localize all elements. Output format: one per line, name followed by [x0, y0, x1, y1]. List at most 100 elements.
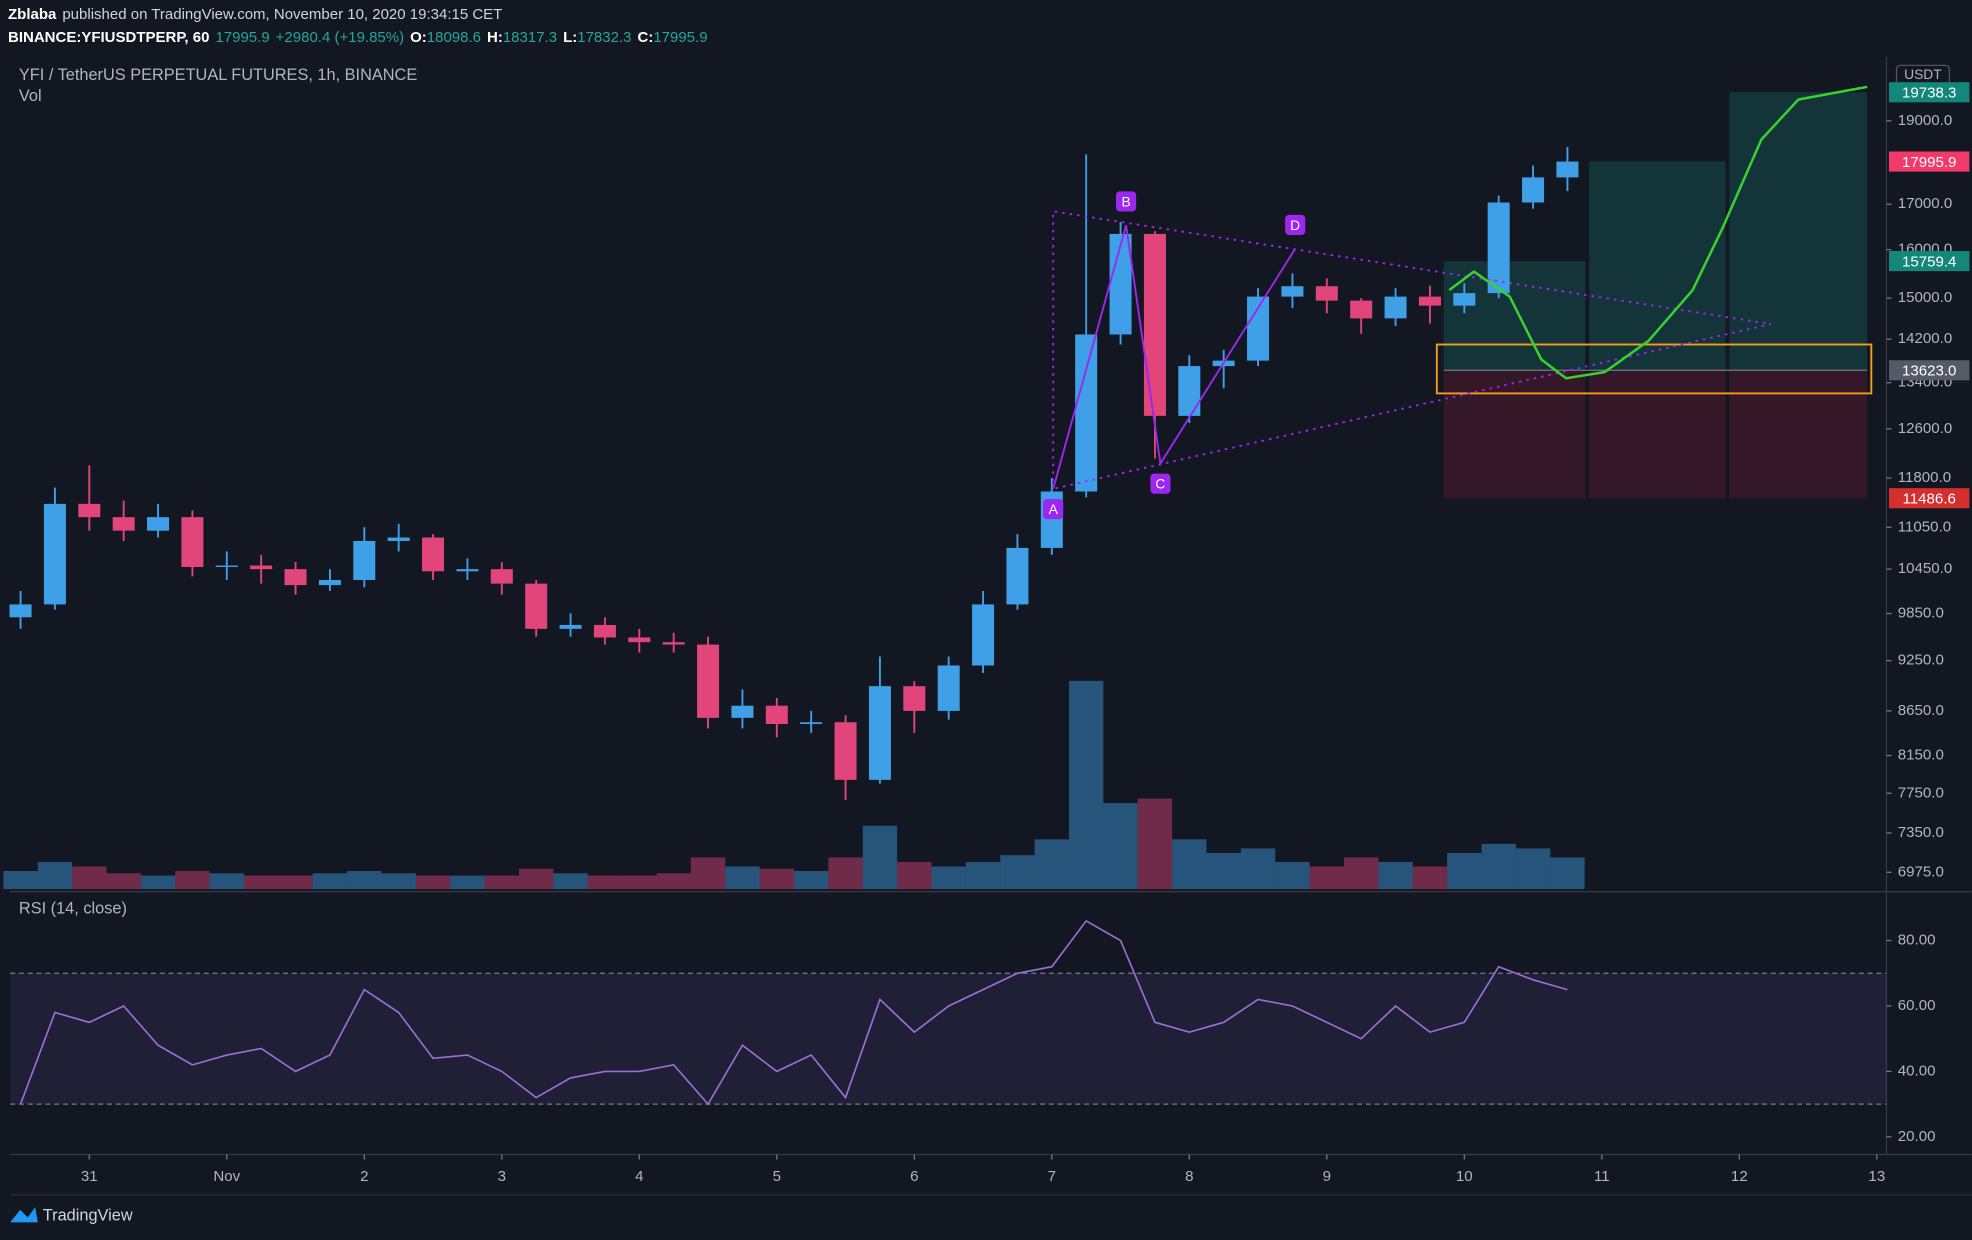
- x-tick-label: 11: [1594, 1168, 1610, 1185]
- y-tick-label: 7750.0: [1898, 784, 1944, 801]
- candle-body: [765, 705, 788, 725]
- price-label: 19738.3: [1902, 85, 1957, 102]
- volume-bar: [1275, 861, 1310, 890]
- ohlc-item: H:18317.3: [487, 29, 557, 46]
- volume-bar: [140, 875, 176, 890]
- volume-bar: [862, 825, 898, 890]
- candle-body: [1006, 547, 1029, 605]
- volume-label: Vol: [19, 87, 42, 105]
- rsi-line: [19, 919, 1568, 1106]
- volume-bar: [656, 873, 691, 890]
- volume-bar: [759, 868, 794, 890]
- candle-body: [868, 686, 891, 780]
- price-label-box: [1888, 360, 1970, 381]
- candle-body: [628, 637, 651, 643]
- rsi-tick-label: 60.00: [1898, 997, 1936, 1014]
- candle-body: [1522, 177, 1545, 203]
- x-tick-label: 8: [1185, 1168, 1193, 1185]
- x-tick-label: 12: [1731, 1168, 1748, 1185]
- price-label: 15759.4: [1902, 253, 1957, 270]
- volume-bar: [312, 873, 348, 890]
- y-tick-label: 9250.0: [1898, 652, 1944, 669]
- volume-bar: [965, 861, 1001, 890]
- price-label-box: [1888, 488, 1970, 509]
- rsi-tick-label: 40.00: [1898, 1062, 1936, 1079]
- y-tick-label: 17000.0: [1898, 195, 1953, 212]
- x-tick-label: 31: [81, 1168, 98, 1185]
- candle-body: [834, 722, 857, 780]
- header-line-2: BINANCE:YFIUSDTPERP, 60 17995.9 +2980.4 …: [8, 29, 708, 46]
- header-line-1: Zblaba published on TradingView.com, Nov…: [8, 6, 502, 23]
- candle-body: [284, 569, 307, 586]
- y-tick-label: 11800.0: [1898, 469, 1951, 486]
- pattern-label: C: [1155, 476, 1165, 492]
- volume-bar: [72, 866, 107, 890]
- rsi-tick-label: 80.00: [1898, 932, 1936, 949]
- candle-body: [1109, 233, 1132, 335]
- x-tick-label: 4: [635, 1168, 643, 1185]
- volume-bar: [278, 875, 313, 890]
- candle-body: [525, 583, 548, 629]
- volume-bar: [1412, 866, 1448, 890]
- candle-body: [9, 604, 32, 618]
- pattern-line: [1052, 225, 1296, 490]
- volume-bar: [37, 861, 73, 890]
- candle-body: [387, 537, 410, 541]
- volume-bar: [1515, 848, 1551, 890]
- candle-body: [1315, 286, 1338, 301]
- volume-bar: [175, 871, 210, 890]
- ohlc-value: 17832.3: [577, 29, 632, 46]
- candle-body: [1556, 161, 1579, 178]
- volume-bar: [587, 875, 623, 890]
- volume-bar: [1068, 680, 1104, 890]
- volume-bar: [1344, 857, 1379, 890]
- profit-zone: [1729, 92, 1868, 371]
- ohlc-item: C:17995.9: [637, 29, 707, 46]
- loss-zone: [1729, 370, 1868, 499]
- brand: TradingView: [43, 1206, 133, 1224]
- symbol: BINANCE:YFIUSDTPERP, 60: [8, 29, 210, 46]
- volume-bar: [1240, 848, 1276, 890]
- volume-bar: [1137, 798, 1173, 890]
- candle-body: [937, 665, 960, 711]
- price-label: 13623.0: [1902, 363, 1957, 380]
- volume-bar: [484, 875, 519, 890]
- rsi-band: [10, 973, 1887, 1105]
- pattern-label-box: [1285, 214, 1306, 235]
- volume-bar: [1034, 839, 1069, 890]
- price-label: 17995.9: [1902, 154, 1957, 171]
- ohlc-value: 18098.6: [426, 29, 482, 46]
- y-tick-label: 12600.0: [1898, 420, 1953, 437]
- profit-zone: [1589, 161, 1726, 371]
- pattern-label: D: [1290, 217, 1300, 233]
- volume-bar: [622, 875, 657, 890]
- y-tick-label: 11050.0: [1898, 518, 1951, 535]
- y-tick-label: 6975.0: [1898, 863, 1944, 880]
- candle-body: [903, 686, 926, 711]
- candle-body: [353, 540, 376, 580]
- volume-bar: [828, 857, 863, 890]
- zone: [1435, 343, 1873, 395]
- volume-bar: [347, 871, 382, 890]
- candle-body: [181, 517, 204, 567]
- ohlc-value: 18317.3: [502, 29, 558, 46]
- x-tick-label: 9: [1323, 1168, 1331, 1185]
- ohlc-label: H:: [487, 29, 503, 46]
- price-label-box: [1888, 251, 1970, 272]
- y-tick-label: 19000.0: [1898, 112, 1953, 129]
- x-tick-label: 13: [1868, 1168, 1885, 1185]
- candle-body: [697, 644, 720, 718]
- volume-bar: [106, 873, 141, 890]
- pane-title: YFI / TetherUS PERPETUAL FUTURES, 1h, BI…: [19, 66, 417, 84]
- candle-body: [1453, 293, 1476, 306]
- volume-bar: [243, 875, 279, 890]
- candle-body: [1418, 296, 1441, 306]
- profit-zone: [1443, 261, 1586, 371]
- x-tick-label: 5: [773, 1168, 781, 1185]
- candle-body: [422, 537, 445, 572]
- volume-bar: [381, 873, 416, 890]
- price-label-box: [1888, 82, 1970, 103]
- price-label-box: [1888, 151, 1970, 172]
- rsi-label: RSI (14, close): [19, 900, 127, 918]
